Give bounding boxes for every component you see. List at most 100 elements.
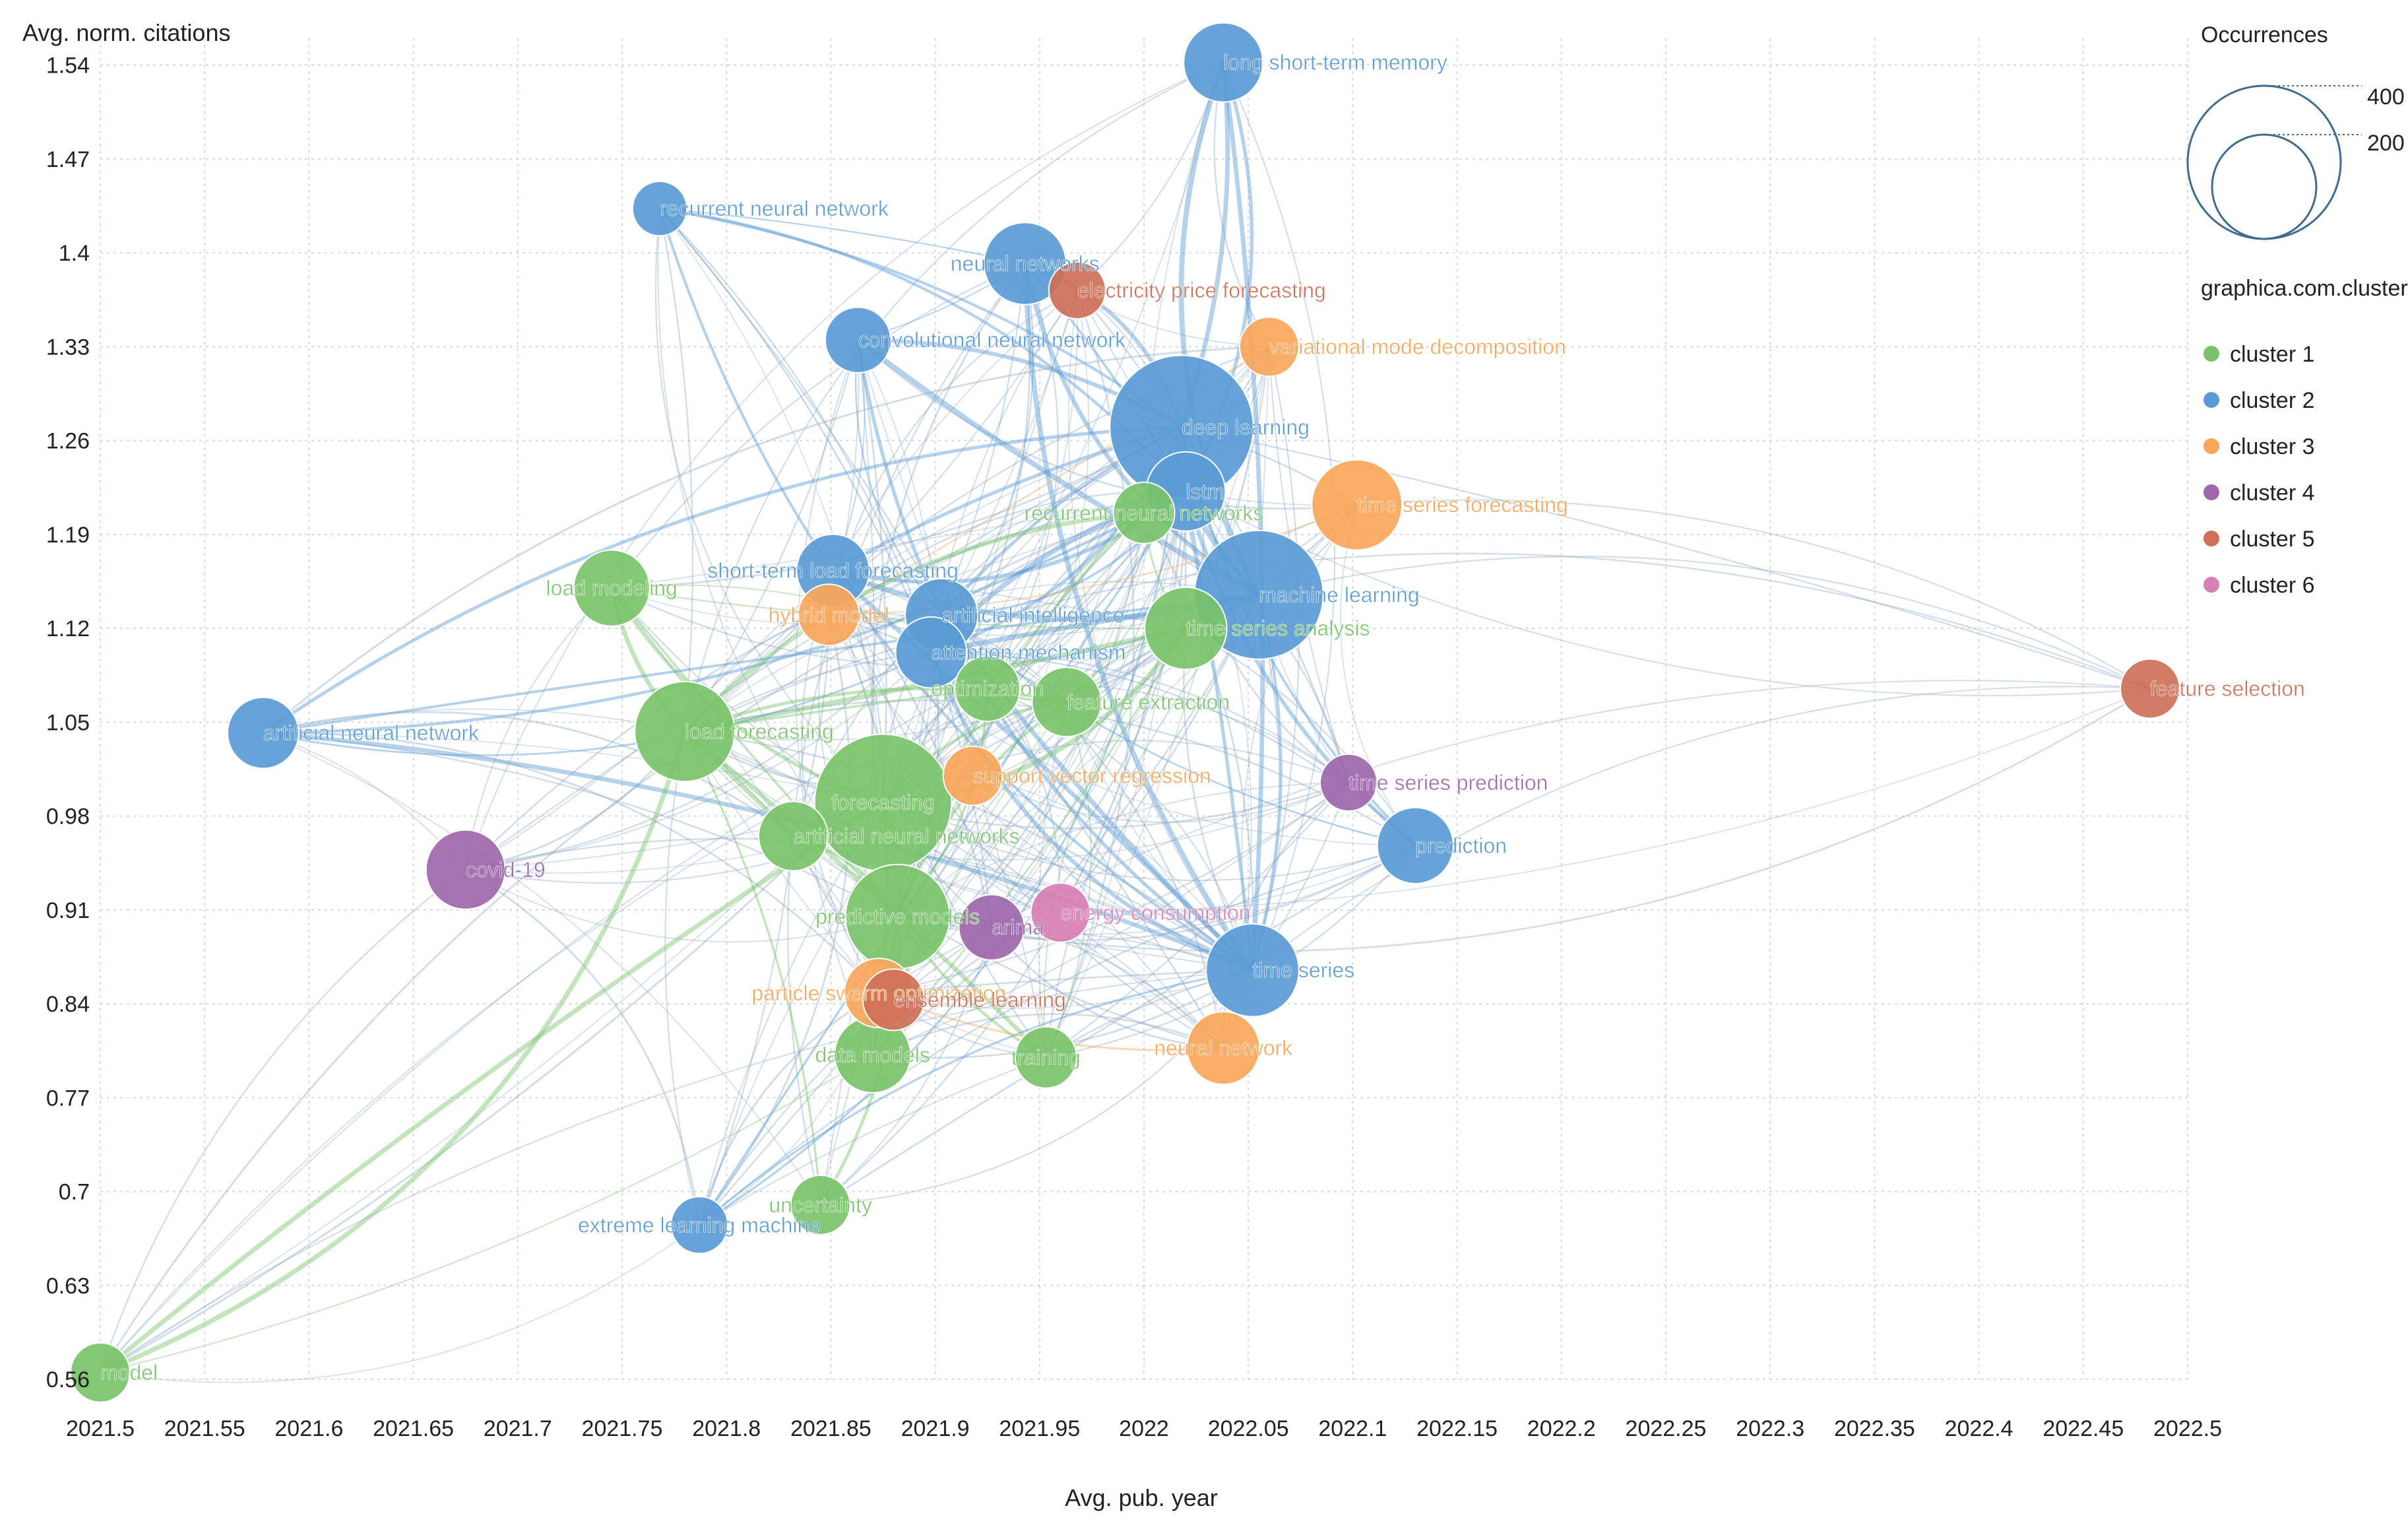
node-bubble[interactable] (862, 968, 925, 1031)
link-line (930, 652, 1224, 1049)
y-tick-label: 0.91 (46, 898, 90, 923)
link-line (610, 587, 899, 918)
node-bubble[interactable] (1048, 261, 1106, 320)
link-line (464, 868, 701, 1225)
link-line (658, 208, 694, 732)
link-line (872, 782, 1349, 1056)
node-bubble[interactable] (1311, 459, 1403, 551)
bubble-layer (70, 22, 2180, 1403)
node-bubble[interactable] (954, 655, 1021, 723)
node-label: artificial neural network (263, 721, 480, 745)
size-legend-value-small: 200 (2367, 131, 2405, 156)
link-line (832, 570, 1224, 1049)
node-bubble[interactable] (425, 829, 506, 910)
link-line (1045, 346, 1270, 1058)
link-line (941, 290, 1078, 616)
node-bubble[interactable] (1376, 806, 1454, 884)
link-line (100, 1224, 700, 1383)
link-line (263, 732, 821, 1206)
link-line (819, 845, 1416, 1206)
link-line (878, 781, 1349, 994)
link-line (98, 800, 885, 1375)
node-bubble[interactable] (631, 180, 688, 237)
cluster-legend-label: cluster 6 (2230, 573, 2315, 598)
size-legend: Occurrences 400 200 (2186, 22, 2405, 240)
size-legend-circle-small (2211, 133, 2318, 240)
node-bubble[interactable] (227, 696, 300, 769)
node-label: extreme learning machine (578, 1213, 821, 1237)
link-line (262, 425, 1182, 735)
node-label: deep learning (1182, 415, 1310, 439)
node-bubble[interactable] (2120, 658, 2180, 719)
x-tick-label: 2022.2 (1527, 1416, 1596, 1441)
node-bubble[interactable] (634, 680, 736, 783)
link-line (833, 570, 1186, 630)
x-tick-label: 2022.25 (1626, 1416, 1707, 1441)
link-line (684, 426, 1182, 733)
link-line (832, 290, 1078, 572)
link-line (897, 781, 1349, 917)
link-line (683, 510, 1145, 733)
node-label: variational mode decomposition (1269, 335, 1566, 358)
node-bubble[interactable] (1319, 753, 1378, 812)
link-line (986, 263, 1059, 690)
node-bubble[interactable] (757, 800, 829, 872)
link-line (464, 61, 1224, 870)
link-line (465, 614, 942, 870)
node-bubble[interactable] (797, 583, 860, 647)
node-label: load forecasting (685, 720, 834, 744)
node-bubble[interactable] (1186, 1011, 1261, 1086)
node-bubble[interactable] (1183, 22, 1264, 103)
node-bubble[interactable] (1144, 586, 1228, 670)
cluster-legend: graphica.com.clusters cluster 1 cluster 2… (2201, 276, 2408, 598)
y-tick-label: 1.33 (46, 335, 90, 360)
link-line (882, 263, 1031, 804)
link-line (263, 593, 1259, 735)
node-label: neural networks (951, 251, 1100, 275)
link-line (1356, 499, 2151, 690)
node-bubble[interactable] (70, 1342, 131, 1403)
link-line (882, 426, 1182, 803)
node-bubble[interactable] (942, 745, 1003, 806)
node-label: hybrid model (769, 603, 889, 627)
node-label: time series forecasting (1357, 493, 1568, 517)
node-bubble[interactable] (1014, 1026, 1077, 1089)
x-tick-label: 2021.55 (164, 1416, 245, 1441)
x-tick-label: 2022.35 (1834, 1416, 1915, 1441)
link-line (262, 345, 1269, 734)
x-tick-label: 2021.6 (274, 1416, 343, 1441)
cluster-legend-swatch (2203, 484, 2219, 500)
node-bubble[interactable] (1205, 923, 1300, 1018)
link-line (699, 1057, 1046, 1226)
node-label: load modeling (546, 576, 678, 600)
link-line (683, 731, 822, 1205)
node-bubble[interactable] (958, 894, 1025, 961)
link-line (698, 992, 879, 1225)
link-line (828, 512, 1145, 616)
link-line (464, 587, 612, 870)
axis-ticks: 2021.5 2021.55 2021.6 2021.65 2021.7 2021.75 2… (46, 53, 2222, 1441)
y-tick-label: 1.19 (46, 523, 90, 548)
node-label: model (100, 1361, 158, 1385)
node-bubble[interactable] (1030, 882, 1091, 943)
link-line (100, 426, 1183, 1374)
link-line (699, 835, 794, 1225)
node-bubble[interactable] (670, 1196, 729, 1255)
link-line (929, 651, 1253, 972)
node-label: ensemble learning (893, 988, 1066, 1012)
y-tick-label: 0.56 (46, 1367, 90, 1392)
node-bubble[interactable] (1238, 316, 1300, 377)
link-line (1060, 845, 1416, 916)
y-tick-label: 1.54 (46, 53, 90, 79)
y-tick-label: 0.84 (46, 992, 90, 1017)
node-bubble[interactable] (895, 616, 968, 689)
node-bubble[interactable] (824, 306, 892, 374)
node-bubble[interactable] (1112, 481, 1176, 544)
node-bubble[interactable] (790, 1174, 851, 1235)
node-bubble[interactable] (573, 549, 650, 627)
link-line (699, 927, 992, 1225)
link-line (1067, 290, 1253, 971)
node-bubble[interactable] (1031, 667, 1102, 738)
link-line (698, 614, 852, 1226)
node-label: neural network (1154, 1036, 1293, 1060)
